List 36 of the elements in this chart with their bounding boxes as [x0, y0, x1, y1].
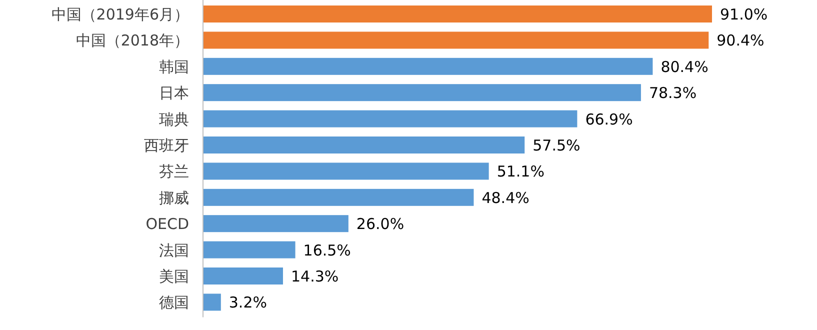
y-tick-label: 法国 [159, 241, 189, 260]
y-tick-label: 芬兰 [159, 162, 189, 181]
data-label: 14.3% [290, 268, 339, 286]
y-tick-label: 韩国 [159, 58, 189, 76]
data-label: 80.4% [660, 58, 708, 76]
y-tick-label: 中国（2018年） [76, 32, 189, 50]
y-tick-label: 挪威 [159, 188, 189, 207]
data-label: 78.3% [648, 84, 697, 102]
y-tick-label: 瑞典 [159, 110, 189, 128]
data-label: 3.2% [228, 294, 268, 312]
data-label: 48.4% [482, 188, 530, 207]
bar [203, 58, 653, 75]
y-tick-label: 中国（2019年6月） [51, 6, 189, 24]
bar [203, 241, 296, 258]
bar [203, 110, 578, 128]
bar [203, 162, 489, 180]
bar [203, 136, 525, 154]
y-tick-label: 德国 [159, 294, 189, 312]
y-tick-label: 日本 [159, 84, 189, 102]
bar [203, 32, 709, 49]
y-tick-label: 美国 [159, 268, 189, 286]
data-label: 90.4% [716, 32, 764, 50]
data-label: 57.5% [532, 136, 580, 154]
bar [203, 268, 283, 284]
data-label: 16.5% [303, 241, 351, 260]
data-label: 51.1% [496, 162, 544, 181]
data-label: 66.9% [585, 110, 633, 128]
bar [203, 294, 221, 311]
bar [203, 84, 641, 102]
bar [203, 6, 712, 22]
data-label: 91.0% [720, 6, 768, 24]
y-tick-label: 西班牙 [144, 136, 189, 154]
bar [203, 188, 474, 206]
bar [203, 215, 348, 232]
data-label: 26.0% [356, 215, 404, 234]
y-tick-label: OECD [146, 215, 189, 234]
